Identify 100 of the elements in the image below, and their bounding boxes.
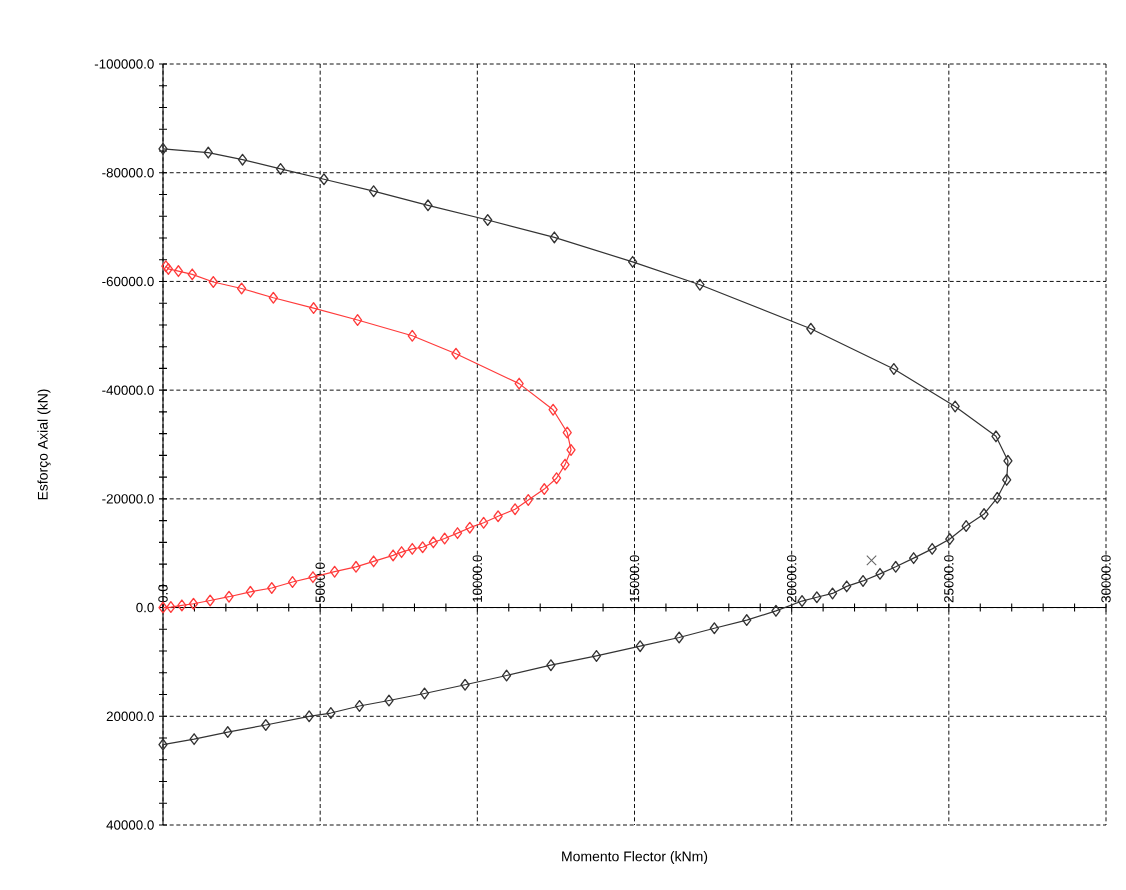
point (267, 582, 277, 595)
point (674, 631, 684, 644)
point (465, 521, 475, 534)
y-tick-label: 40000.0 (106, 820, 154, 830)
x-tick-label: 10000.0 (472, 555, 483, 602)
point (891, 560, 901, 573)
point (562, 426, 572, 439)
point (875, 567, 885, 580)
point (991, 430, 1001, 443)
point (308, 302, 319, 315)
point (329, 565, 340, 578)
point (539, 483, 549, 496)
x-tick-label: 20000.0 (786, 555, 797, 603)
point (237, 153, 248, 166)
point (188, 597, 199, 610)
point (354, 699, 365, 712)
point (245, 585, 256, 598)
y-tick-label: 0.0 (136, 602, 154, 613)
point (319, 173, 329, 186)
point (205, 594, 215, 607)
y-tick-label: -60000.0 (102, 276, 154, 287)
point (173, 265, 184, 278)
point (384, 694, 394, 707)
point (396, 546, 407, 559)
x-tick-label: 5000.0 (315, 562, 325, 603)
point (460, 678, 470, 691)
point (417, 541, 428, 554)
x-tick-label: 25000.0 (944, 555, 954, 603)
point (493, 510, 503, 523)
point (428, 536, 439, 549)
point (979, 508, 989, 521)
point (709, 622, 720, 635)
point (546, 659, 556, 672)
point (695, 278, 705, 291)
point (514, 377, 524, 390)
point (158, 142, 168, 155)
point (224, 590, 234, 603)
y-tick-label: -80000.0 (102, 168, 154, 178)
point (566, 443, 576, 456)
y-tick-label: -20000.0 (102, 494, 154, 504)
point (858, 574, 868, 587)
point (501, 669, 512, 682)
point (961, 520, 971, 533)
point (560, 458, 570, 471)
y-tick-label: 20000.0 (106, 711, 154, 722)
x-tick-label: 15000.0 (629, 555, 640, 602)
point (1003, 454, 1013, 467)
point (549, 231, 560, 244)
point (451, 347, 461, 360)
point (189, 733, 199, 746)
point (158, 738, 168, 751)
point (423, 199, 433, 212)
point (827, 587, 838, 600)
point (627, 255, 638, 268)
point (158, 601, 168, 614)
point (523, 493, 533, 506)
point (635, 640, 645, 653)
point (797, 595, 807, 608)
point (368, 555, 379, 568)
point (1002, 473, 1012, 486)
point (223, 726, 233, 739)
point (208, 275, 218, 288)
point (275, 162, 286, 175)
point (742, 614, 752, 627)
point (368, 185, 379, 198)
point (806, 322, 816, 335)
point (261, 718, 271, 731)
point (452, 527, 463, 540)
point (203, 146, 213, 159)
point (478, 516, 489, 529)
point (889, 362, 899, 375)
point (388, 549, 398, 562)
point (187, 268, 197, 281)
y-axis-title: Esforço Axial (kN) (37, 389, 51, 500)
point (510, 503, 520, 516)
x-tick-label: 30000.0 (1101, 555, 1111, 603)
point (992, 491, 1002, 504)
point (352, 314, 363, 327)
point (407, 329, 417, 342)
point (866, 555, 877, 566)
y-tick-label: -100000.0 (94, 59, 154, 69)
point (236, 282, 247, 295)
point (268, 291, 279, 304)
point (439, 532, 450, 545)
point (483, 214, 493, 227)
point (351, 560, 361, 573)
point (177, 599, 187, 612)
point (945, 533, 955, 546)
point (326, 707, 336, 720)
point (771, 604, 781, 617)
point (812, 591, 822, 604)
point (591, 649, 602, 662)
y-tick-label: -40000.0 (102, 385, 154, 395)
point (551, 472, 562, 485)
point (304, 710, 314, 723)
point (287, 576, 298, 589)
point (842, 580, 852, 593)
point (419, 687, 430, 700)
point (950, 400, 960, 413)
point (166, 601, 176, 614)
